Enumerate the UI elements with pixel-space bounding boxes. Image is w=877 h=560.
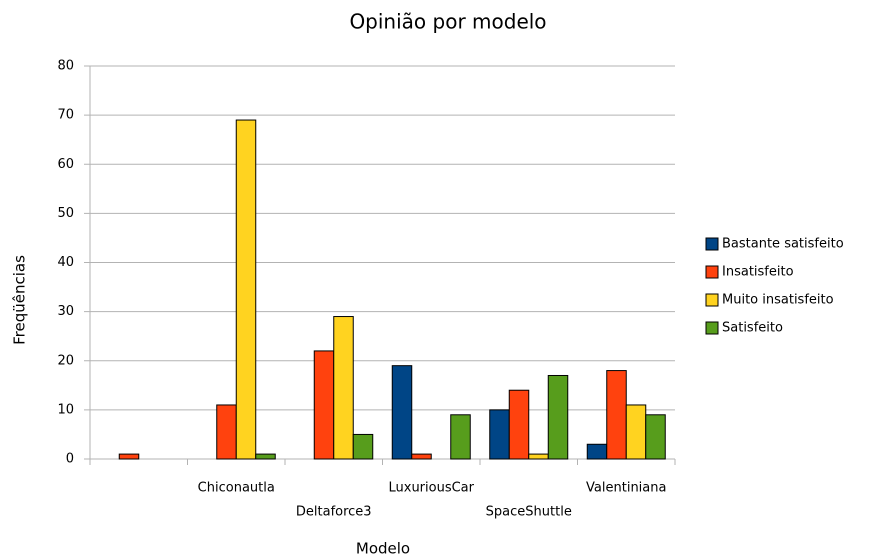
bar [489,409,510,460]
legend-swatch [705,265,719,279]
bar [645,414,666,460]
x-tick-label: Deltaforce3 [296,505,372,520]
y-tick-label: 10 [57,402,74,417]
bar [625,404,647,460]
y-tick-label: 50 [57,206,74,221]
y-tick-label: 0 [66,452,74,467]
bar [333,316,354,460]
y-tick-label: 60 [57,157,74,172]
x-tick-label: LuxuriousCar [389,481,475,496]
bar [352,433,374,460]
bar [216,404,237,460]
legend-label: Bastante satisfeito [722,237,844,252]
x-axis-title: Modelo [356,540,410,558]
bar [255,453,276,460]
chart-title: Opinião por modelo [349,10,546,34]
bar [411,453,432,460]
bar [313,350,335,460]
legend-swatch [705,321,719,335]
y-tick-label: 20 [57,353,74,368]
bar [235,119,257,460]
y-tick-label: 40 [57,255,74,270]
legend-label: Insatisfeito [722,265,794,280]
bar [118,453,140,460]
bar [586,443,608,460]
x-tick-label: SpaceShuttle [486,505,572,520]
y-tick-label: 70 [57,108,74,123]
bar [528,453,549,460]
bar [547,374,569,460]
bar [606,370,627,460]
y-axis-title: Freqüências [11,255,29,345]
legend-swatch [705,237,719,251]
bar [508,389,530,460]
bar [450,414,471,460]
x-tick-label: Chiconautla [198,481,275,496]
y-tick-label: 80 [57,59,74,74]
bar [391,365,413,460]
x-tick-label: Valentiniana [586,481,666,496]
legend-swatch [705,293,719,307]
legend-label: Muito insatisfeito [722,293,834,308]
legend-label: Satisfeito [722,321,783,336]
y-tick-label: 30 [57,304,74,319]
